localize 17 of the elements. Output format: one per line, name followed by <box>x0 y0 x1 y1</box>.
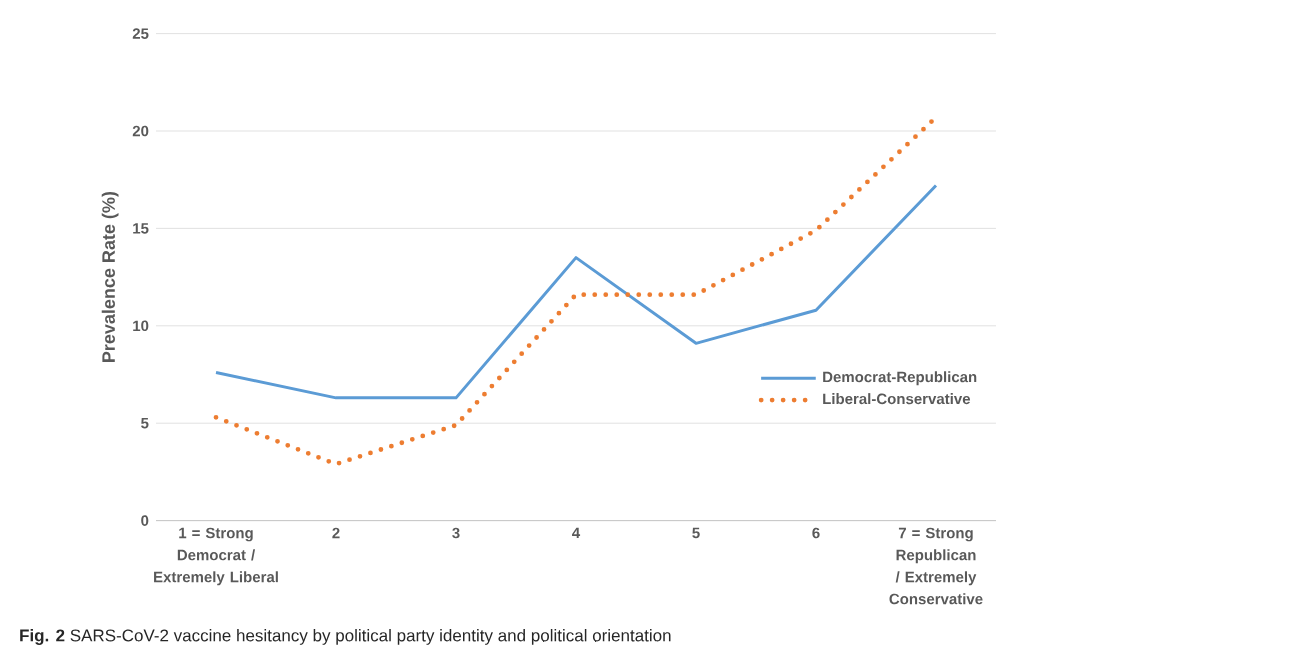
x-tick-label: 5 <box>692 527 700 539</box>
y-tick-label: 15 <box>133 223 149 234</box>
y-tick-label: 0 <box>141 515 149 526</box>
y-tick-label: 20 <box>132 125 149 137</box>
x-tick-label: 7 = Strong Republican / Extremely Conservative <box>889 527 983 605</box>
legend-label: Democrat-Republican <box>823 371 977 386</box>
x-tick-label: 3 <box>452 527 460 539</box>
y-tick-label: 25 <box>132 28 149 39</box>
y-tick-label: 10 <box>133 320 149 332</box>
x-tick-label: 4 <box>572 527 581 538</box>
x-tick-label: 1 = Strong Democrat / Extremely Liberal <box>154 527 278 586</box>
text: Fig. 2 SARS-CoV-2 vaccine hesitancy by political party identity and political orientation <box>20 628 671 645</box>
x-tick-label: 2 <box>332 527 340 539</box>
x-tick-label: 6 <box>812 527 820 539</box>
y-axis-title: Prevalence Rate (%) <box>101 191 119 362</box>
legend-label: Liberal-Conservative <box>823 393 971 405</box>
y-tick-label: 5 <box>141 417 149 429</box>
